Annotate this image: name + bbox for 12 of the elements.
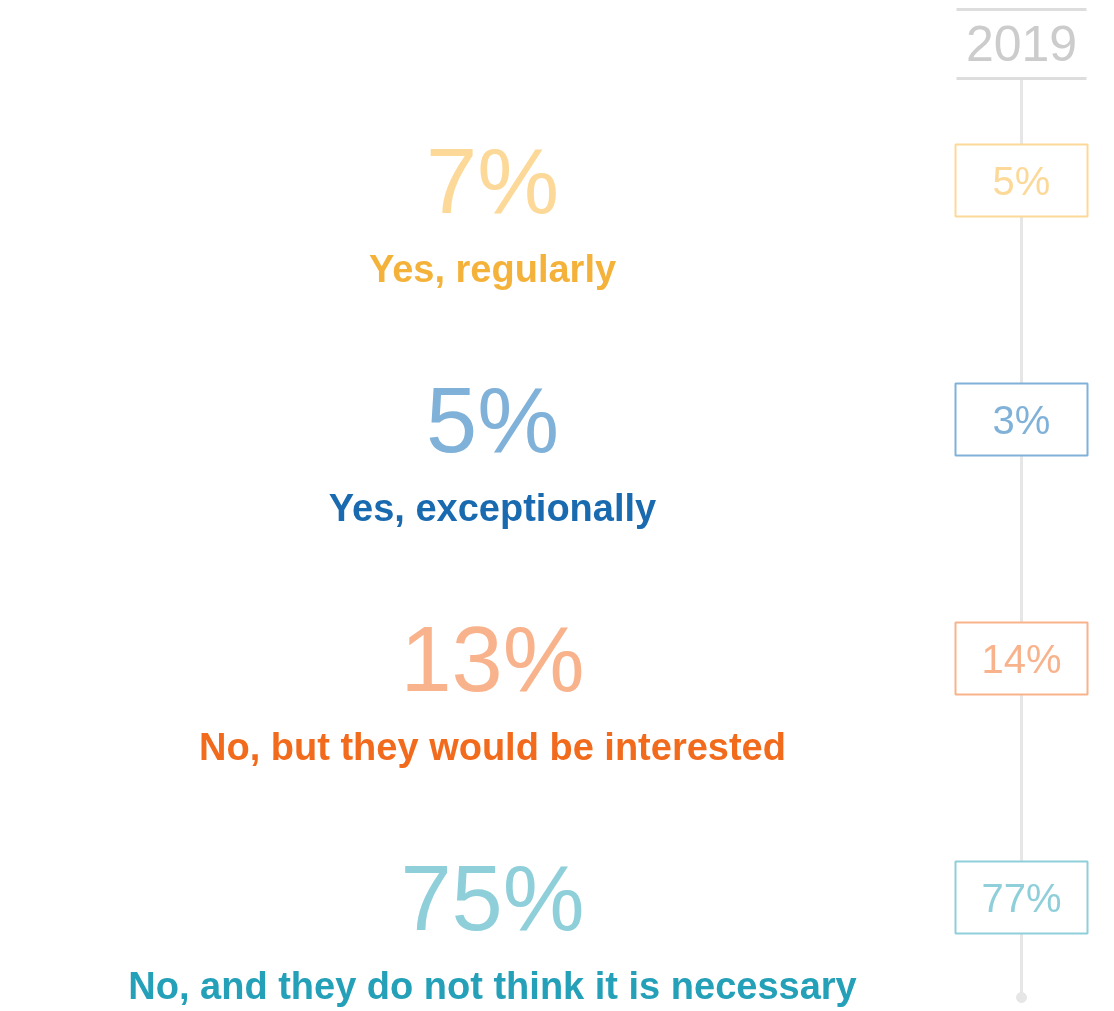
data-label: 5% — [992, 158, 1051, 203]
category-label: No, but they would be interested — [199, 725, 786, 768]
data-label: 5% — [426, 368, 559, 471]
data-label: 75% — [400, 846, 585, 949]
data-label: 77% — [981, 875, 1062, 920]
category-label: Yes, exceptionally — [328, 486, 657, 529]
data-label: 7% — [426, 129, 559, 232]
category-label: Yes, regularly — [368, 247, 617, 290]
category-label: No, and they do not think it is necessary — [128, 964, 857, 1007]
data-label: 14% — [981, 636, 1062, 681]
data-label: 13% — [400, 607, 585, 710]
data-label: 3% — [992, 397, 1051, 442]
